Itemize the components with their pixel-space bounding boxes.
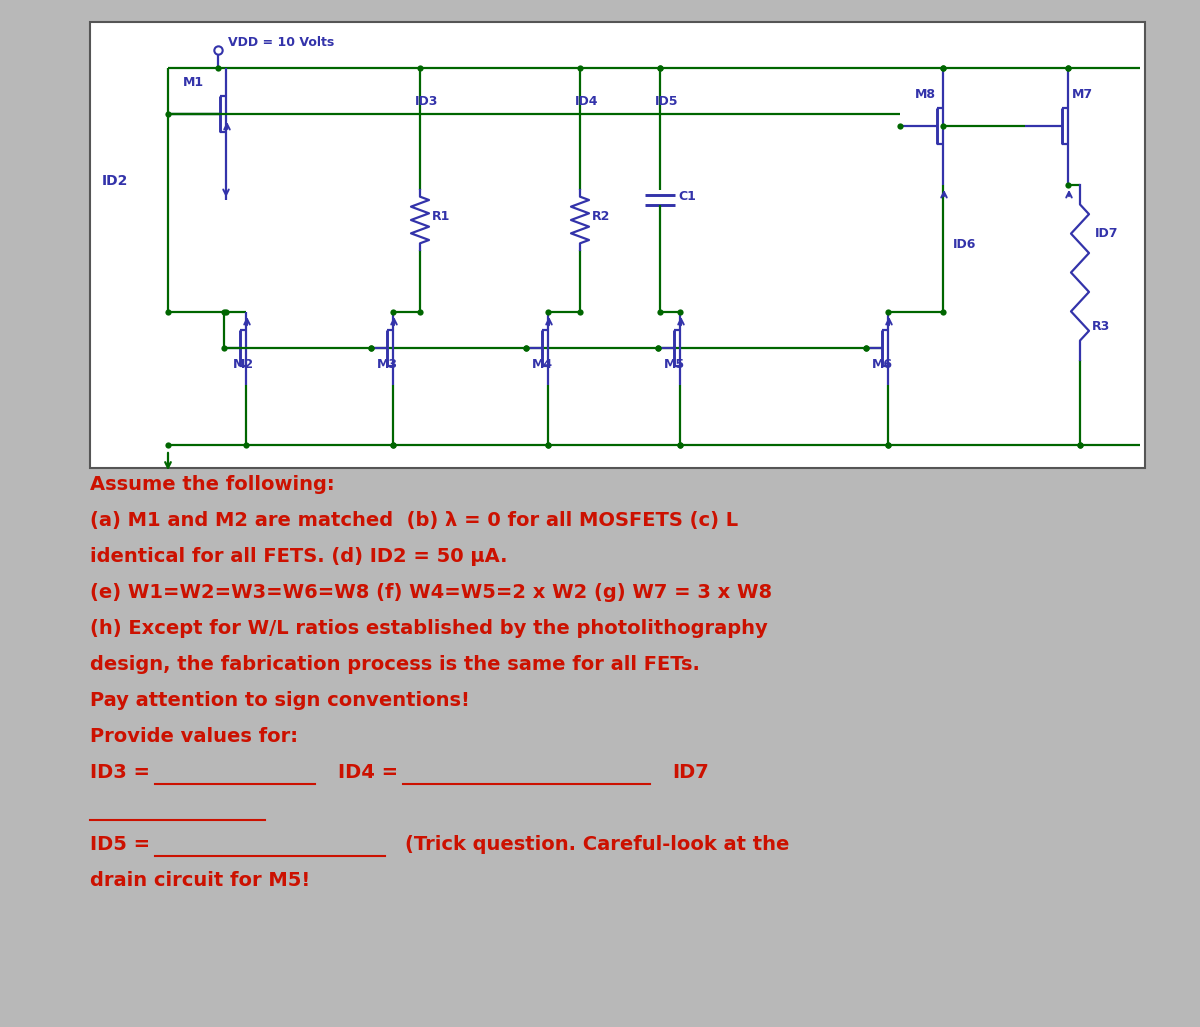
Text: identical for all FETS. (d) ID2 = 50 µA.: identical for all FETS. (d) ID2 = 50 µA. (90, 547, 508, 566)
Text: ID4: ID4 (575, 96, 599, 108)
Text: C1: C1 (678, 190, 696, 203)
Text: (e) W1=W2=W3=W6=W8 (f) W4=W5=2 x W2 (g) W7 = 3 x W8: (e) W1=W2=W3=W6=W8 (f) W4=W5=2 x W2 (g) … (90, 583, 772, 602)
Text: R2: R2 (592, 210, 611, 223)
Text: (Trick question. Careful-look at the: (Trick question. Careful-look at the (406, 835, 790, 854)
Text: M5: M5 (664, 358, 685, 371)
Text: ID3 =: ID3 = (90, 763, 150, 782)
Text: ID5 =: ID5 = (90, 835, 150, 854)
Text: Assume the following:: Assume the following: (90, 476, 335, 494)
Text: M4: M4 (532, 358, 553, 371)
Text: (h) Except for W/L ratios established by the photolithography: (h) Except for W/L ratios established by… (90, 619, 768, 638)
Text: ID4 =: ID4 = (338, 763, 398, 782)
Text: M7: M7 (1072, 88, 1093, 101)
Text: design, the fabrication process is the same for all FETs.: design, the fabrication process is the s… (90, 655, 700, 674)
Bar (90, 22, 1145, 468)
Text: ID2: ID2 (102, 174, 128, 188)
Text: M8: M8 (916, 88, 936, 101)
Text: ID7: ID7 (1096, 227, 1118, 240)
Text: Pay attention to sign conventions!: Pay attention to sign conventions! (90, 691, 470, 710)
Text: ID3: ID3 (415, 96, 438, 108)
Text: ID7: ID7 (672, 763, 709, 782)
Text: M1: M1 (182, 76, 204, 89)
Text: Provide values for:: Provide values for: (90, 727, 298, 746)
Text: R3: R3 (1092, 320, 1110, 333)
Text: M3: M3 (377, 358, 398, 371)
Text: M6: M6 (872, 358, 893, 371)
Text: VDD = 10 Volts: VDD = 10 Volts (228, 36, 335, 49)
Text: M2: M2 (233, 358, 254, 371)
Text: (a) M1 and M2 are matched  (b) λ = 0 for all MOSFETS (c) L: (a) M1 and M2 are matched (b) λ = 0 for … (90, 511, 738, 530)
Text: ID6: ID6 (953, 238, 977, 251)
Text: drain circuit for M5!: drain circuit for M5! (90, 871, 311, 890)
Text: R1: R1 (432, 210, 450, 223)
Text: ID5: ID5 (655, 96, 678, 108)
